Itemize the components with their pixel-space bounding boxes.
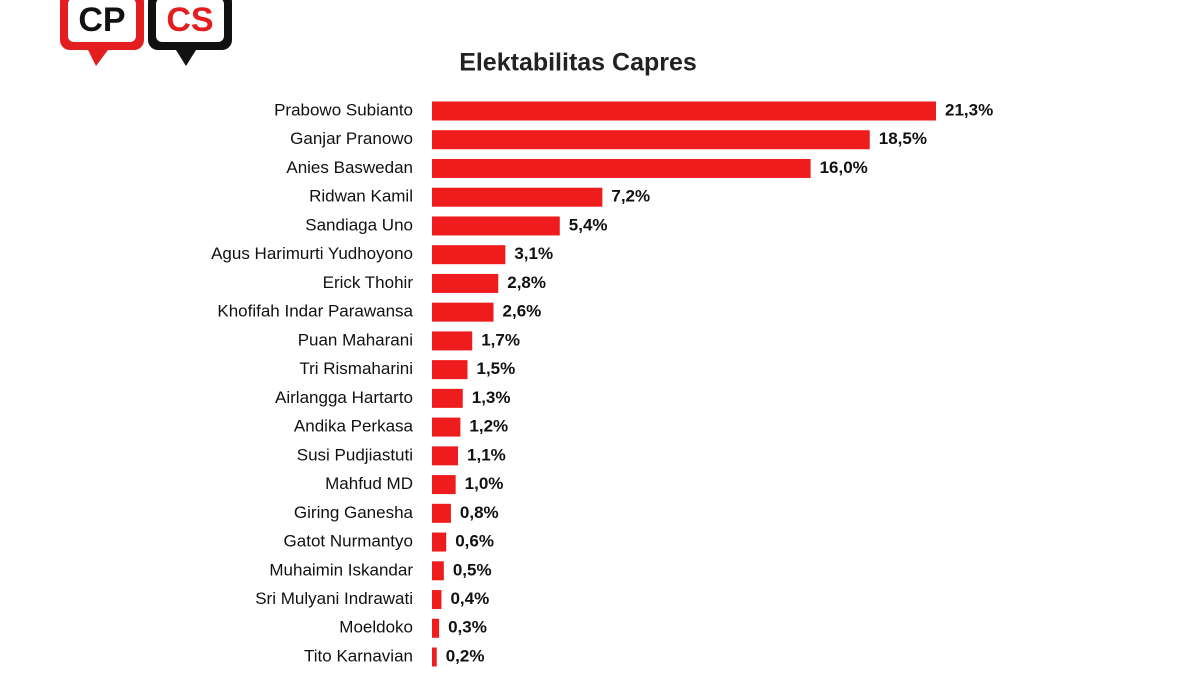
logo-right-inner [156,0,224,42]
bar [432,446,459,466]
category-label: Sri Mulyani Indrawati [255,589,413,608]
bar [432,101,936,121]
chart-title: Elektabilitas Capres [459,49,697,77]
bar [432,590,442,610]
category-label: Giring Ganesha [294,503,414,522]
bar [432,503,451,523]
value-label: 1,5% [476,359,515,378]
bar [432,187,603,207]
category-label: Mahfud MD [325,474,413,493]
logo-left-text: CP [78,1,125,39]
bar [432,618,440,638]
logo-left-inner [68,0,136,42]
category-label: Anies Baswedan [286,158,413,177]
value-label: 1,0% [465,474,504,493]
logo-right-text: CS [166,1,213,39]
bar [432,360,468,380]
value-label: 1,3% [472,388,511,407]
value-label: 0,6% [455,532,494,551]
value-label: 1,1% [467,445,506,464]
category-label: Agus Harimurti Yudhoyono [211,244,413,263]
bar [432,331,473,351]
bar [432,245,506,265]
value-label: 3,1% [514,244,553,263]
bar [432,475,456,495]
logo: CP CS [60,0,232,66]
bar [432,130,870,150]
value-label: 0,3% [448,618,487,637]
bar [432,302,494,322]
value-label: 0,5% [453,560,492,579]
category-label: Ganjar Pranowo [290,129,413,148]
category-label: Susi Pudjiastuti [297,445,413,464]
category-label: Prabowo Subianto [274,100,413,119]
value-label: 16,0% [820,158,868,177]
category-label: Erick Thohir [323,273,414,292]
logo-left-tail [88,50,108,66]
value-label: 18,5% [879,129,927,148]
category-label: Sandiaga Uno [305,215,413,234]
category-label: Airlangga Hartarto [275,388,413,407]
category-label: Khofifah Indar Parawansa [217,302,413,321]
value-label: 2,6% [503,302,542,321]
category-label: Andika Perkasa [294,417,414,436]
value-label: 1,7% [481,330,520,349]
value-label: 2,8% [507,273,546,292]
bar [432,273,499,293]
value-label: 1,2% [469,417,508,436]
value-label: 21,3% [945,100,993,119]
value-label: 0,2% [446,646,485,665]
value-label: 7,2% [611,187,650,206]
bar [432,388,463,408]
category-label: Gatot Nurmantyo [284,532,413,551]
category-label: Muhaimin Iskandar [269,560,413,579]
value-label: 5,4% [569,215,608,234]
bar [432,158,811,178]
bar [432,216,560,236]
category-label: Puan Maharani [298,330,413,349]
bar [432,647,437,667]
bar [432,417,461,437]
value-label: 0,4% [450,589,489,608]
bar [432,532,447,552]
value-label: 0,8% [460,503,499,522]
category-label: Tito Karnavian [304,646,413,665]
category-label: Tri Rismaharini [299,359,413,378]
logo-right-tail [176,50,196,66]
bar [432,561,444,581]
category-label: Moeldoko [339,618,413,637]
category-label: Ridwan Kamil [309,187,413,206]
